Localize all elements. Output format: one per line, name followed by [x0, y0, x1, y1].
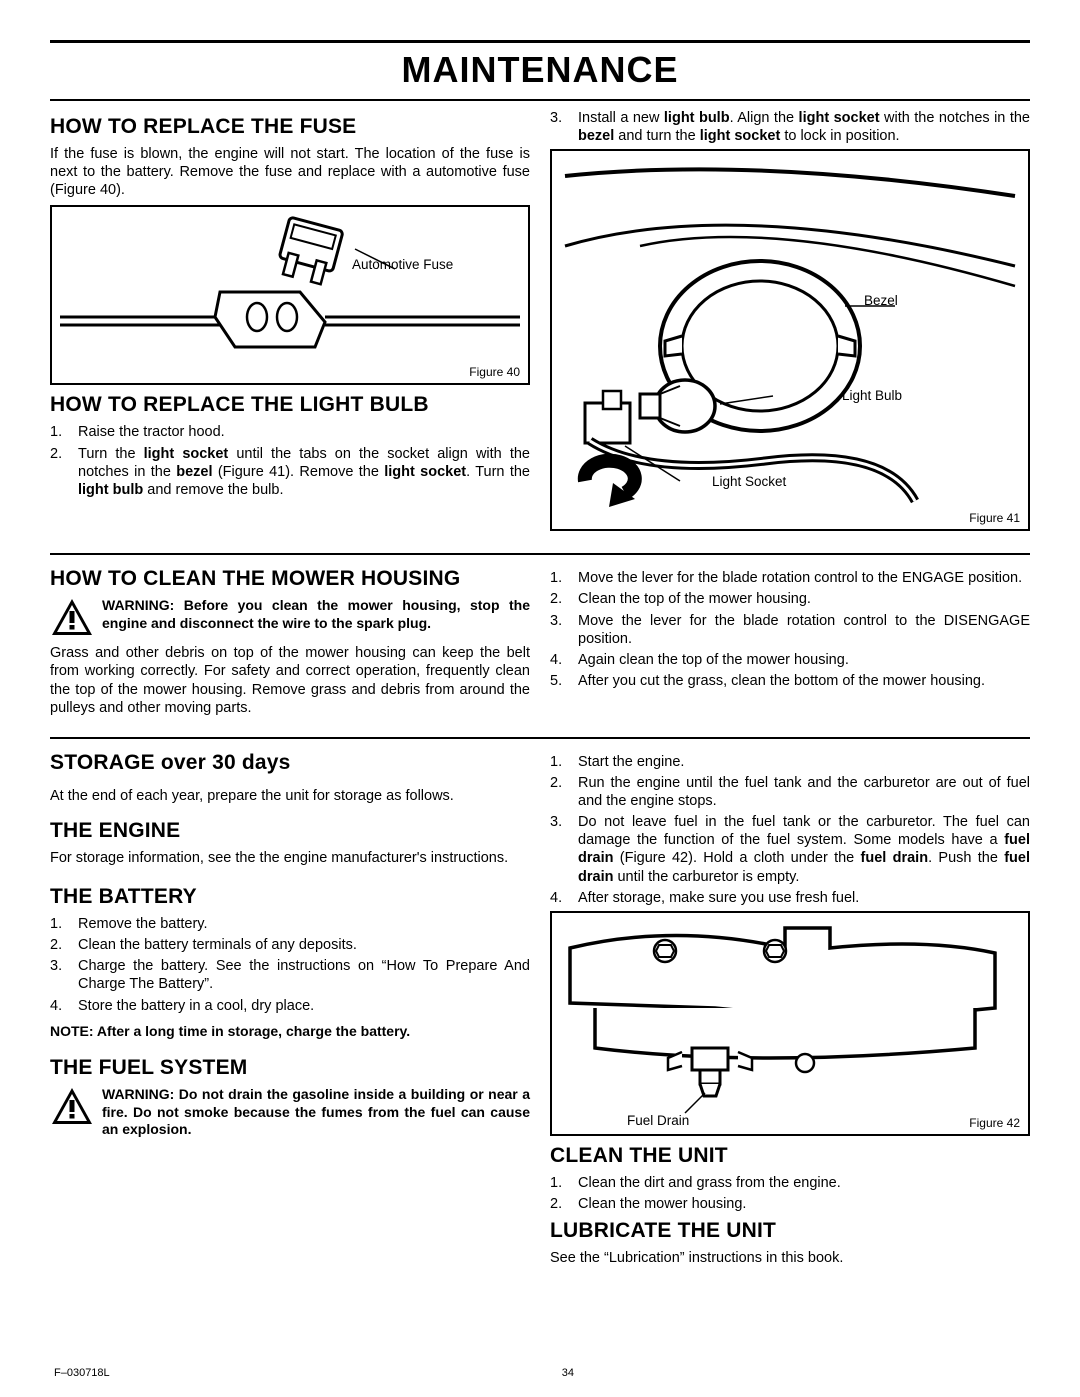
mower-heading: HOW TO CLEAN THE MOWER HOUSING — [50, 567, 530, 591]
mower-intro: Grass and other debris on top of the mow… — [50, 644, 530, 717]
mower-warning: WARNING: Before you clean the mower hous… — [50, 597, 530, 638]
storage-section: STORAGE over 30 days At the end of each … — [50, 745, 1030, 1273]
divider-1 — [50, 553, 1030, 555]
socket-callout: Light Socket — [712, 474, 786, 489]
warning-icon — [50, 597, 94, 637]
clean-heading: CLEAN THE UNIT — [550, 1144, 1030, 1168]
bulb-steps-left: 1.Raise the tractor hood. 2.Turn the lig… — [50, 423, 530, 499]
fuel-warning-text: WARNING: Do not drain the gasoline insid… — [102, 1086, 530, 1139]
fuel-callout: Fuel Drain — [627, 1113, 689, 1128]
clean-step: Clean the dirt and grass from the engine… — [578, 1174, 841, 1192]
battery-step: Clean the battery terminals of any depos… — [78, 936, 357, 954]
engine-intro: For storage information, see the the eng… — [50, 849, 530, 867]
bulb-step-3: Install a new light bulb. Align the ligh… — [578, 109, 1030, 145]
mower-warning-text: WARNING: Before you clean the mower hous… — [102, 597, 530, 632]
footer-page: 34 — [562, 1367, 574, 1379]
page-title: MAINTENANCE — [50, 40, 1030, 101]
warning-icon — [50, 1086, 94, 1126]
mower-step: Clean the top of the mower housing. — [578, 590, 811, 608]
figure-40-label: Figure 40 — [469, 365, 520, 379]
mower-step: Move the lever for the blade rotation co… — [578, 612, 1030, 648]
footer: F–030718L 34 — [54, 1367, 1026, 1379]
bulb-steps-right: 3.Install a new light bulb. Align the li… — [550, 109, 1030, 145]
bulb-heading: HOW TO REPLACE THE LIGHT BULB — [50, 393, 530, 417]
storage-right: 1.Start the engine. 2.Run the engine unt… — [550, 745, 1030, 1273]
fuel-step: Start the engine. — [578, 753, 684, 771]
battery-heading: THE BATTERY — [50, 885, 530, 909]
fuel-heading: THE FUEL SYSTEM — [50, 1056, 530, 1080]
storage-intro: At the end of each year, prepare the uni… — [50, 787, 530, 805]
engine-heading: THE ENGINE — [50, 819, 530, 843]
figure-42-label: Figure 42 — [969, 1116, 1020, 1130]
fuel-step: Do not leave fuel in the fuel tank or th… — [578, 813, 1030, 886]
clean-step: Clean the mower housing. — [578, 1195, 746, 1213]
fuse-callout: Automotive Fuse — [352, 257, 453, 272]
mower-right: 1.Move the lever for the blade rotation … — [550, 561, 1030, 723]
figure-41: Bezel Light Bulb Light Socket Figure 41 — [550, 149, 1030, 531]
figure-40: Automotive Fuse Figure 40 — [50, 205, 530, 385]
mower-step: Move the lever for the blade rotation co… — [578, 569, 1022, 587]
left-col-top: HOW TO REPLACE THE FUSE If the fuse is b… — [50, 109, 530, 539]
figure-41-label: Figure 41 — [969, 511, 1020, 525]
fuel-step: Run the engine until the fuel tank and t… — [578, 774, 1030, 810]
battery-step: Store the battery in a cool, dry place. — [78, 997, 314, 1015]
divider-2 — [50, 737, 1030, 739]
fuse-heading: HOW TO REPLACE THE FUSE — [50, 115, 530, 139]
fuse-intro: If the fuse is blown, the engine will no… — [50, 145, 530, 199]
lube-text: See the “Lubrication” instructions in th… — [550, 1249, 1030, 1267]
bulb-step-1: Raise the tractor hood. — [78, 423, 225, 441]
fuel-warning: WARNING: Do not drain the gasoline insid… — [50, 1086, 530, 1145]
storage-left: STORAGE over 30 days At the end of each … — [50, 745, 530, 1273]
bulb-step-2: Turn the light socket until the tabs on … — [78, 445, 530, 499]
mower-left: HOW TO CLEAN THE MOWER HOUSING WARNING: … — [50, 561, 530, 723]
battery-steps: 1.Remove the battery. 2.Clean the batter… — [50, 915, 530, 1015]
storage-heading: STORAGE over 30 days — [50, 751, 530, 775]
mower-steps: 1.Move the lever for the blade rotation … — [550, 569, 1030, 690]
bezel-callout: Bezel — [864, 293, 898, 308]
bulb-callout: Light Bulb — [842, 388, 902, 403]
figure-42: Fuel Drain Figure 42 — [550, 911, 1030, 1136]
lube-heading: LUBRICATE THE UNIT — [550, 1219, 1030, 1243]
top-section: HOW TO REPLACE THE FUSE If the fuse is b… — [50, 109, 1030, 539]
right-col-top: 3.Install a new light bulb. Align the li… — [550, 109, 1030, 539]
mower-section: HOW TO CLEAN THE MOWER HOUSING WARNING: … — [50, 561, 1030, 723]
mower-step: Again clean the top of the mower housing… — [578, 651, 849, 669]
fuel-steps: 1.Start the engine. 2.Run the engine unt… — [550, 753, 1030, 907]
footer-code: F–030718L — [54, 1367, 110, 1379]
battery-note: NOTE: After a long time in storage, char… — [50, 1023, 530, 1041]
clean-steps: 1.Clean the dirt and grass from the engi… — [550, 1174, 1030, 1213]
fuel-step: After storage, make sure you use fresh f… — [578, 889, 859, 907]
battery-step: Charge the battery. See the instructions… — [78, 957, 530, 993]
battery-step: Remove the battery. — [78, 915, 208, 933]
mower-step: After you cut the grass, clean the botto… — [578, 672, 985, 690]
